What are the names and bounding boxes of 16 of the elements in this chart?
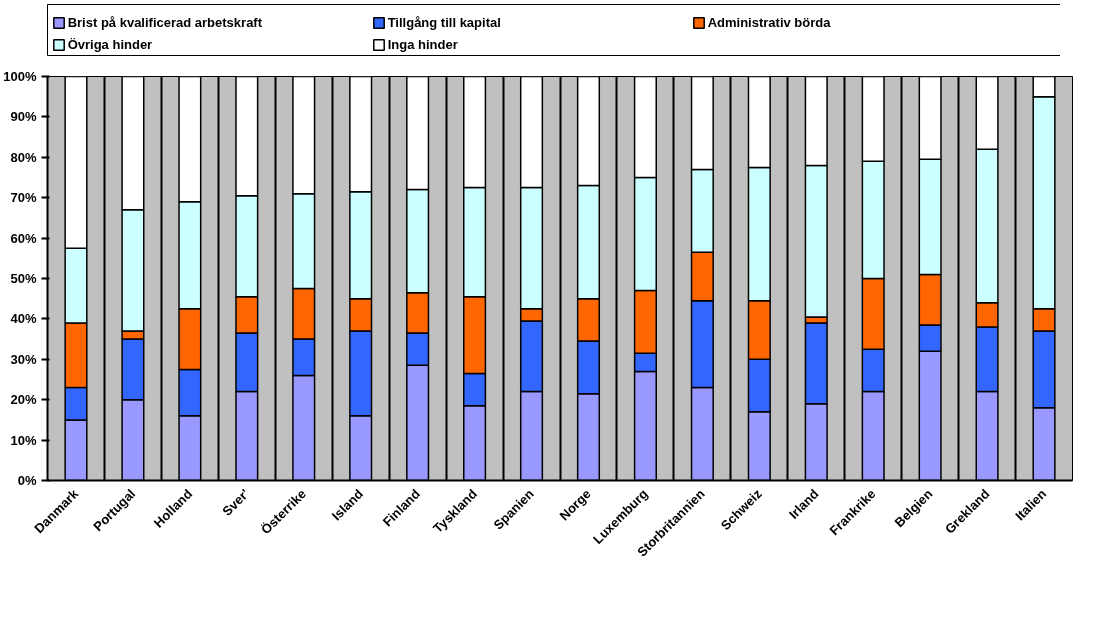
legend-label: Brist på kvalificerad arbetskraft [67,15,264,30]
y-tick-label: 0% [17,473,37,488]
y-tick-label: 20% [10,392,37,408]
y-tick-label: 90% [10,109,37,125]
y-tick-label: 30% [10,351,37,367]
legend-label: Inga hinder [387,37,459,52]
legend-label: Administrativ börda [707,15,832,30]
y-tick-label: 100% [3,69,37,84]
y-tick-label: 10% [10,432,37,448]
y-tick-label: 80% [10,149,37,165]
y-tick-label: 40% [10,311,37,327]
legend-label: Övriga hinder [67,37,154,52]
y-tick-label: 50% [10,271,37,286]
y-tick-label: 70% [10,190,37,206]
y-tick-label: 60% [10,230,37,246]
legend-label: Tillgång till kapital [387,15,502,30]
